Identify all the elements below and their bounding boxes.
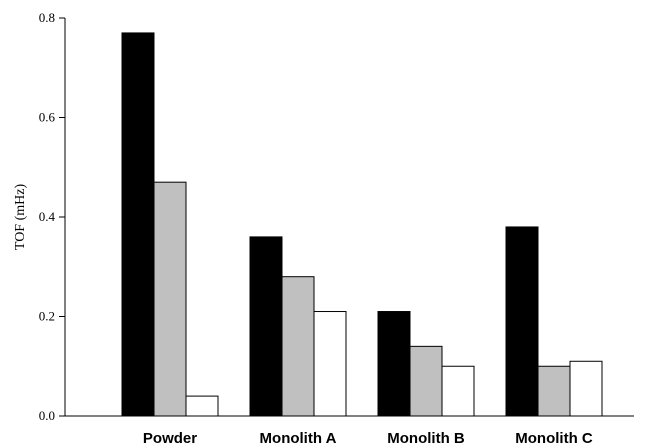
x-category-label: Powder: [143, 430, 197, 447]
bar: [409, 345, 443, 417]
bar: [121, 32, 155, 417]
bar: [281, 276, 315, 417]
bar-series: [121, 32, 603, 417]
bar: [569, 360, 603, 417]
y-tick-label: 0.6: [39, 110, 56, 125]
y-tick-label: 0.4: [39, 209, 56, 224]
bar: [441, 365, 475, 417]
bar: [537, 365, 571, 417]
bar: [153, 181, 187, 417]
y-axis-ticks: 0.0 0.2 0.4 0.6 0.8: [39, 10, 65, 423]
y-tick-label: 0.8: [39, 10, 55, 25]
y-tick-label: 0.2: [39, 309, 55, 324]
x-category-label: Monolith B: [387, 430, 465, 447]
x-category-label: Monolith C: [515, 430, 593, 447]
bar: [185, 395, 219, 417]
y-axis-title: TOF (mHz): [13, 184, 28, 251]
bar: [377, 311, 411, 417]
x-axis-category-labels: Powder Monolith A Monolith B Monolith C: [143, 430, 593, 447]
y-tick-label: 0.0: [39, 408, 55, 423]
x-category-label: Monolith A: [260, 430, 337, 447]
bar: [313, 311, 347, 417]
bar: [249, 236, 283, 417]
bar: [505, 226, 539, 417]
